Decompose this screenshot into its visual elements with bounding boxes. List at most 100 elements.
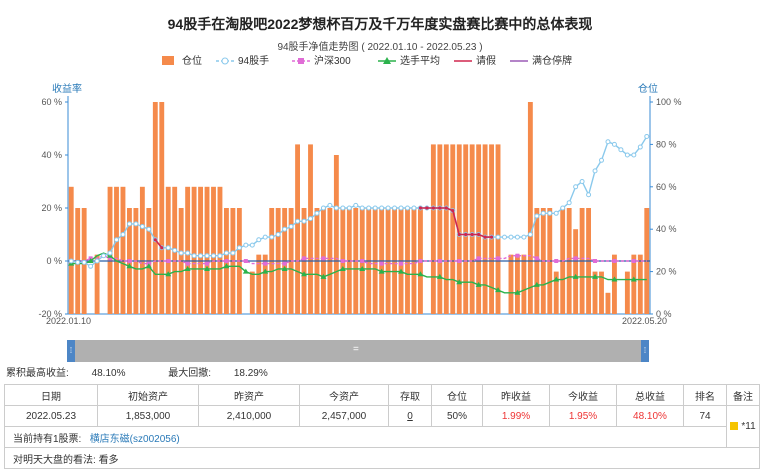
position-bar-63[interactable] xyxy=(476,144,482,314)
average-point-54[interactable] xyxy=(417,271,424,277)
hs300-point-60[interactable] xyxy=(457,259,462,263)
position-bar-4[interactable] xyxy=(94,254,100,314)
average-point-69[interactable] xyxy=(514,289,521,295)
player-94-point-2[interactable] xyxy=(81,259,87,265)
position-bar-83[interactable] xyxy=(605,292,611,314)
player-94-point-38[interactable] xyxy=(314,210,320,216)
average-point-12[interactable] xyxy=(145,263,152,269)
hs300-point-45[interactable] xyxy=(360,259,365,263)
player-94-point-5[interactable] xyxy=(101,253,107,259)
hs300-point-84[interactable] xyxy=(612,259,617,263)
hs300-point-63[interactable] xyxy=(476,256,481,261)
position-bar-14[interactable] xyxy=(159,102,165,314)
position-bar-21[interactable] xyxy=(204,186,210,314)
player-94-point-20[interactable] xyxy=(198,253,204,259)
average-point-48[interactable] xyxy=(378,268,385,274)
player-94-point-7[interactable] xyxy=(114,237,119,243)
hs300-point-48[interactable] xyxy=(379,261,384,266)
player-94-point-25[interactable] xyxy=(230,250,236,256)
player-94-point-85[interactable] xyxy=(618,147,624,153)
average-point-45[interactable] xyxy=(359,265,366,271)
average-point-15[interactable] xyxy=(165,271,172,277)
player-94-point-10[interactable] xyxy=(133,221,139,227)
player-94-point-16[interactable] xyxy=(172,247,178,253)
range-scroller[interactable]: ⁞ = ⁞ xyxy=(67,340,649,362)
deposit-link[interactable]: 0 xyxy=(407,410,413,422)
player-94-point-15[interactable] xyxy=(165,245,171,251)
player-94-point-76[interactable] xyxy=(560,205,566,211)
position-bar-69[interactable] xyxy=(515,254,520,314)
player-94-point-48[interactable] xyxy=(379,205,385,211)
position-bar-59[interactable] xyxy=(450,144,456,314)
average-point-30[interactable] xyxy=(262,268,269,274)
average-point-18[interactable] xyxy=(184,265,191,271)
position-bar-87[interactable] xyxy=(631,254,637,314)
scroller-right-handle[interactable]: ⁞ xyxy=(641,340,649,362)
player-94-point-35[interactable] xyxy=(295,218,301,224)
position-bar-82[interactable] xyxy=(599,271,604,314)
position-bar-84[interactable] xyxy=(612,254,617,314)
player-94-point-45[interactable] xyxy=(359,205,365,211)
average-point-75[interactable] xyxy=(553,276,560,282)
average-point-9[interactable] xyxy=(126,263,133,269)
player-94-point-51[interactable] xyxy=(398,205,404,211)
player-94-point-44[interactable] xyxy=(353,202,359,208)
player-94-point-1[interactable] xyxy=(75,259,81,265)
position-bar-57[interactable] xyxy=(437,144,443,314)
position-bar-64[interactable] xyxy=(482,144,488,314)
position-bar-8[interactable] xyxy=(120,186,126,314)
player-94-point-74[interactable] xyxy=(547,210,553,216)
position-bar-11[interactable] xyxy=(139,186,145,314)
player-94-point-43[interactable] xyxy=(346,205,352,211)
position-bar-15[interactable] xyxy=(165,186,171,314)
player-94-point-36[interactable] xyxy=(301,218,307,224)
player-94-point-21[interactable] xyxy=(204,253,210,259)
player-94-point-83[interactable] xyxy=(605,139,611,145)
position-bar-37[interactable] xyxy=(308,144,313,314)
player-94-point-17[interactable] xyxy=(178,250,184,256)
position-bar-56[interactable] xyxy=(430,144,436,314)
player-94-point-31[interactable] xyxy=(269,234,275,240)
position-bar-30[interactable] xyxy=(262,254,268,314)
average-point-78[interactable] xyxy=(572,273,579,279)
hs300-point-30[interactable] xyxy=(263,261,268,266)
average-point-60[interactable] xyxy=(456,279,463,285)
average-point-24[interactable] xyxy=(223,263,230,269)
player-94-point-11[interactable] xyxy=(139,224,145,230)
player-94-point-53[interactable] xyxy=(411,205,417,211)
scroller-left-handle[interactable]: ⁞ xyxy=(67,340,75,362)
hs300-point-39[interactable] xyxy=(321,256,326,261)
position-bar-61[interactable] xyxy=(463,144,469,314)
player-94-point-75[interactable] xyxy=(553,210,559,216)
position-bar-19[interactable] xyxy=(191,186,197,314)
position-bar-81[interactable] xyxy=(592,271,598,314)
player-94-point-22[interactable] xyxy=(211,253,216,259)
player-94-point-24[interactable] xyxy=(223,250,229,256)
player-94-point-88[interactable] xyxy=(637,144,643,150)
average-point-72[interactable] xyxy=(533,281,540,287)
player-94-point-81[interactable] xyxy=(592,168,598,174)
position-bar-66[interactable] xyxy=(495,144,501,314)
player-94-point-50[interactable] xyxy=(392,205,398,211)
player-94-point-80[interactable] xyxy=(586,192,592,198)
position-bar-68[interactable] xyxy=(508,254,514,314)
player-94-point-12[interactable] xyxy=(146,226,152,232)
player-94-point-27[interactable] xyxy=(243,242,249,248)
average-point-63[interactable] xyxy=(475,281,482,287)
position-bar-20[interactable] xyxy=(198,186,203,314)
average-point-84[interactable] xyxy=(611,276,618,282)
player-94-point-23[interactable] xyxy=(217,253,223,259)
hs300-point-27[interactable] xyxy=(243,259,248,263)
player-94-point-46[interactable] xyxy=(366,205,372,211)
player-94-point-87[interactable] xyxy=(631,152,637,158)
position-bar-22[interactable] xyxy=(211,186,216,314)
hs300-point-18[interactable] xyxy=(185,261,190,266)
player-94-point-70[interactable] xyxy=(521,234,527,240)
player-94-point-39[interactable] xyxy=(320,205,326,211)
average-point-66[interactable] xyxy=(495,287,502,293)
position-bar-70[interactable] xyxy=(521,254,527,314)
cell-deposit[interactable]: 0 xyxy=(388,405,432,427)
player-94-point-32[interactable] xyxy=(275,232,281,237)
player-94-point-72[interactable] xyxy=(534,213,540,219)
position-bar-65[interactable] xyxy=(489,144,494,314)
